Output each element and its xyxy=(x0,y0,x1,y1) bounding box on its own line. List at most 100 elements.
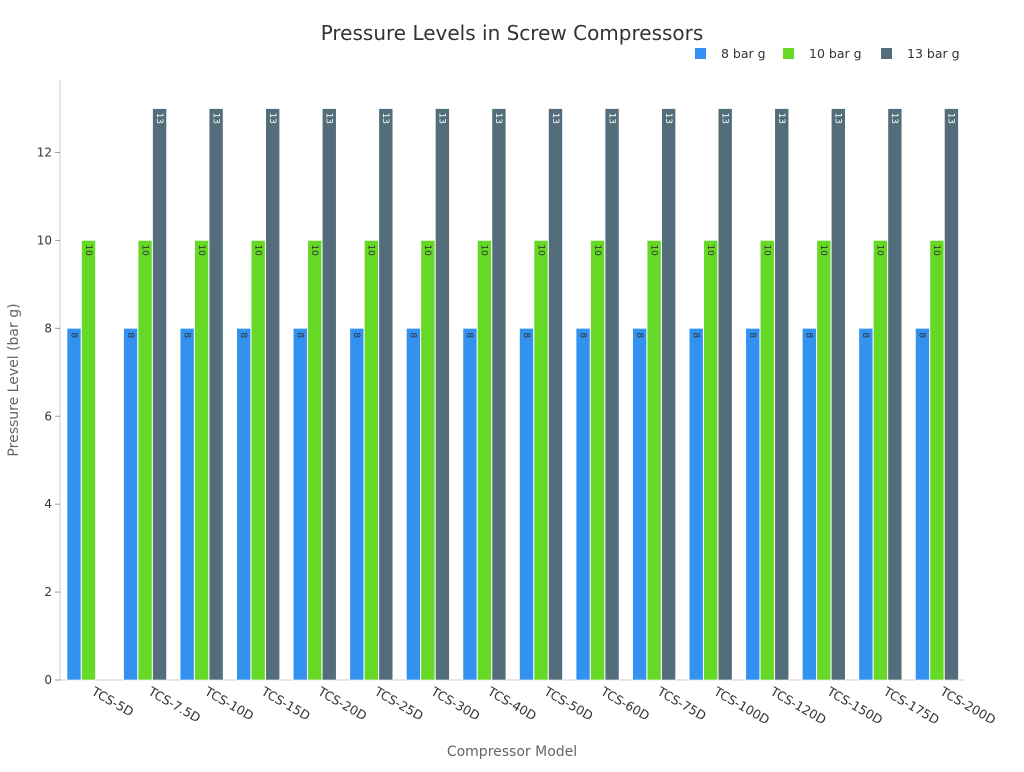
bar[interactable] xyxy=(81,240,96,681)
bar[interactable] xyxy=(519,328,534,681)
bar[interactable] xyxy=(406,328,421,681)
data-label: 8 xyxy=(917,332,927,338)
data-label: 13 xyxy=(154,113,164,124)
data-label: 8 xyxy=(577,332,587,338)
bar[interactable] xyxy=(152,108,167,681)
data-label: 10 xyxy=(592,244,602,256)
bar[interactable] xyxy=(688,328,704,681)
data-label: 13 xyxy=(437,113,447,124)
bar[interactable] xyxy=(378,108,394,681)
bar[interactable] xyxy=(208,108,224,681)
data-label: 13 xyxy=(267,113,277,124)
bar[interactable] xyxy=(717,108,733,681)
data-label: 10 xyxy=(479,244,489,256)
bar[interactable] xyxy=(364,240,379,681)
bar[interactable] xyxy=(420,240,436,681)
data-label: 13 xyxy=(324,113,334,124)
bar[interactable] xyxy=(194,240,209,681)
x-tick-label: TCS-200D xyxy=(937,683,999,727)
data-label: 10 xyxy=(196,244,206,256)
data-label: 10 xyxy=(535,244,545,256)
bar[interactable] xyxy=(321,108,337,681)
bar[interactable] xyxy=(491,108,507,681)
data-label: 13 xyxy=(606,113,616,124)
bar[interactable] xyxy=(590,240,605,681)
bar[interactable] xyxy=(179,328,195,681)
y-tick-label: 6 xyxy=(44,409,52,423)
data-label: 8 xyxy=(804,332,814,338)
data-label: 10 xyxy=(705,244,715,256)
data-label: 10 xyxy=(875,244,885,256)
bar[interactable] xyxy=(831,108,846,681)
data-label: 10 xyxy=(422,244,432,256)
x-tick-label: TCS-20D xyxy=(315,683,370,723)
bar[interactable] xyxy=(604,108,620,681)
legend-label[interactable]: 8 bar g xyxy=(721,46,766,61)
legend-label[interactable]: 10 bar g xyxy=(809,46,862,61)
x-tick-label: TCS-150D xyxy=(824,683,886,727)
bar[interactable] xyxy=(632,328,647,681)
bar[interactable] xyxy=(236,328,251,681)
bar[interactable] xyxy=(929,240,945,681)
bar[interactable] xyxy=(944,108,959,681)
data-label: 8 xyxy=(634,332,644,338)
bar[interactable] xyxy=(575,328,591,681)
bar[interactable] xyxy=(137,240,153,681)
bar[interactable] xyxy=(915,328,930,681)
legend-swatch xyxy=(881,48,892,59)
x-tick-label: TCS-100D xyxy=(711,683,773,727)
bar[interactable] xyxy=(802,328,817,681)
y-axis-label: Pressure Level (bar g) xyxy=(6,303,22,456)
bar[interactable] xyxy=(265,108,280,681)
x-tick-label: TCS-7.5D xyxy=(145,683,203,725)
data-label: 8 xyxy=(747,332,757,338)
y-tick-label: 8 xyxy=(44,321,52,335)
data-label: 10 xyxy=(931,244,941,256)
bar[interactable] xyxy=(123,328,138,681)
bar[interactable] xyxy=(349,328,365,681)
bar[interactable] xyxy=(774,108,790,681)
bar[interactable] xyxy=(307,240,323,681)
data-label: 8 xyxy=(464,332,474,338)
data-label: 13 xyxy=(776,113,786,124)
data-label: 8 xyxy=(690,332,700,338)
x-tick-label: TCS-15D xyxy=(258,683,313,723)
bar[interactable] xyxy=(887,108,903,681)
x-tick-label: TCS-175D xyxy=(880,683,942,727)
x-tick-label: TCS-75D xyxy=(654,683,709,723)
x-tick-label: TCS-5D xyxy=(88,683,136,719)
bar[interactable] xyxy=(703,240,718,681)
data-label: 8 xyxy=(181,332,191,338)
bar[interactable] xyxy=(745,328,761,681)
bar[interactable] xyxy=(759,240,775,681)
bar[interactable] xyxy=(533,240,549,681)
data-label: 13 xyxy=(719,113,729,124)
y-tick-label: 4 xyxy=(44,497,52,511)
data-label: 10 xyxy=(252,244,262,256)
bar[interactable] xyxy=(548,108,563,681)
legend-swatch xyxy=(695,48,706,59)
bar[interactable] xyxy=(250,240,266,681)
bar[interactable] xyxy=(858,328,874,681)
data-label: 10 xyxy=(818,244,828,256)
bar[interactable] xyxy=(477,240,492,681)
bar[interactable] xyxy=(816,240,832,681)
data-label: 13 xyxy=(550,113,560,124)
bar[interactable] xyxy=(646,240,662,681)
legend-swatch xyxy=(783,48,794,59)
legend-label[interactable]: 13 bar g xyxy=(907,46,960,61)
data-label: 8 xyxy=(125,332,135,338)
bar[interactable] xyxy=(435,108,450,681)
data-label: 13 xyxy=(889,113,899,124)
x-tick-label: TCS-120D xyxy=(767,683,829,727)
bar[interactable] xyxy=(462,328,478,681)
data-label: 13 xyxy=(946,113,956,124)
bar[interactable] xyxy=(661,108,676,681)
bar[interactable] xyxy=(292,328,308,681)
x-tick-label: TCS-10D xyxy=(202,683,257,723)
bar[interactable] xyxy=(66,328,82,681)
data-label: 10 xyxy=(366,244,376,256)
bar[interactable] xyxy=(873,240,888,681)
data-label: 10 xyxy=(762,244,772,256)
